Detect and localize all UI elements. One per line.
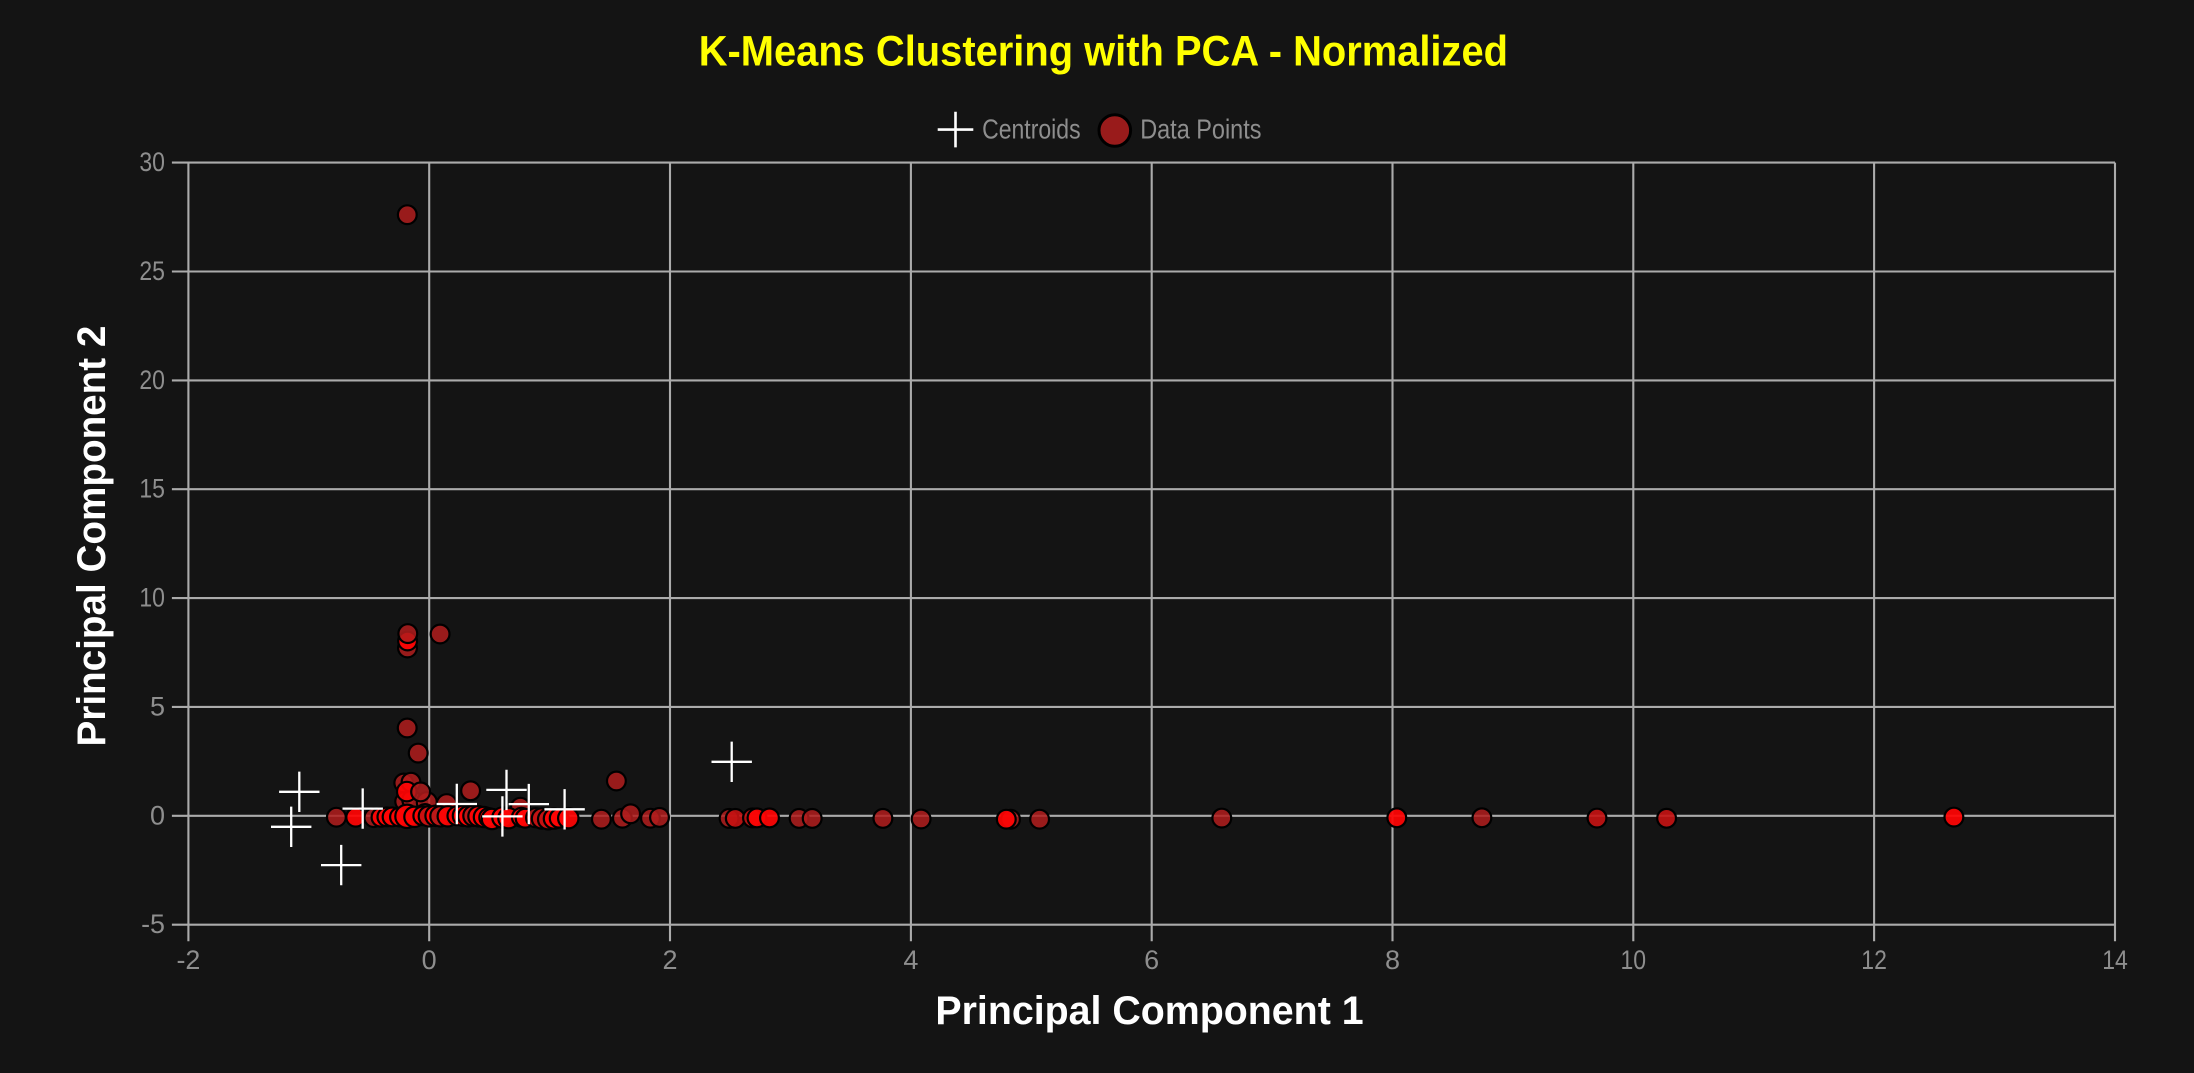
svg-text:6: 6 xyxy=(1144,945,1159,975)
svg-text:Data Points: Data Points xyxy=(1140,114,1261,145)
svg-text:25: 25 xyxy=(139,256,165,286)
svg-text:Principal Component 1: Principal Component 1 xyxy=(935,989,1363,1033)
svg-text:K-Means Clustering with PCA -: K-Means Clustering with PCA - Normalized xyxy=(699,28,1508,76)
svg-text:10: 10 xyxy=(1621,945,1647,975)
svg-text:2: 2 xyxy=(662,945,677,975)
svg-text:Centroids: Centroids xyxy=(982,114,1081,145)
svg-text:Principal Component 2: Principal Component 2 xyxy=(70,326,114,747)
svg-text:5: 5 xyxy=(150,691,165,721)
svg-text:20: 20 xyxy=(139,365,165,395)
svg-text:15: 15 xyxy=(139,474,165,504)
svg-text:0: 0 xyxy=(422,945,437,975)
svg-text:14: 14 xyxy=(2102,945,2128,975)
svg-text:30: 30 xyxy=(139,147,165,177)
svg-text:-5: -5 xyxy=(141,909,165,939)
svg-text:12: 12 xyxy=(1861,945,1887,975)
svg-text:-2: -2 xyxy=(176,945,200,975)
svg-text:10: 10 xyxy=(139,583,165,613)
svg-text:0: 0 xyxy=(150,800,165,830)
svg-text:8: 8 xyxy=(1385,945,1400,975)
svg-text:4: 4 xyxy=(903,945,918,975)
